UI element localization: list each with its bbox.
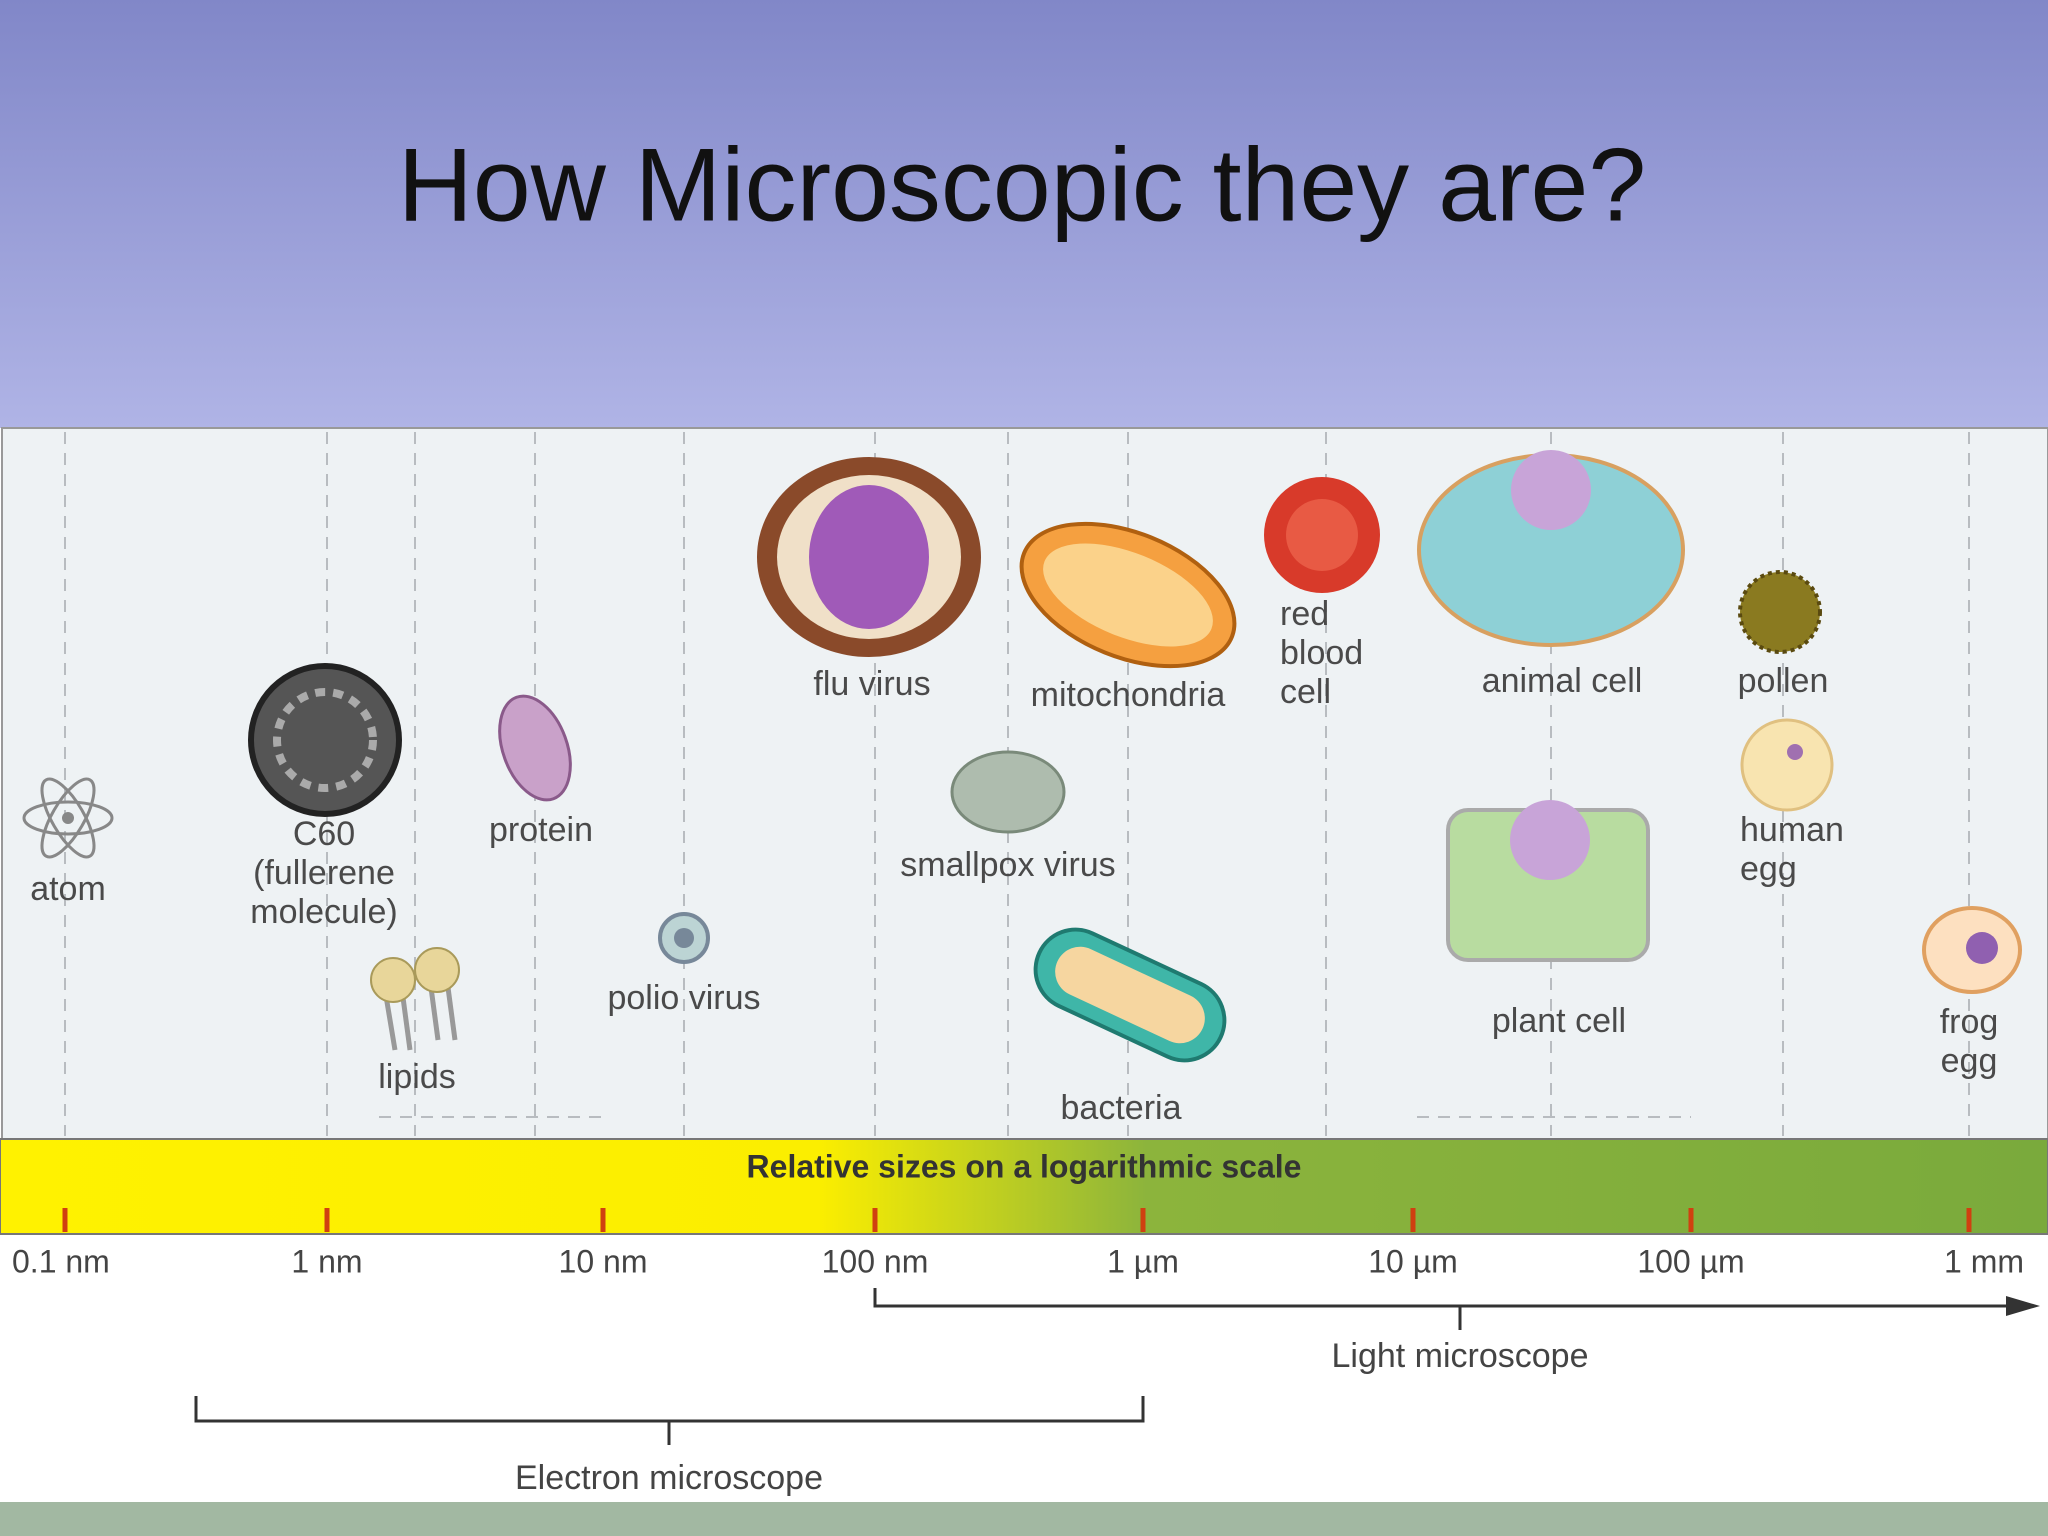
item-label: smallpox virus [900, 846, 1115, 884]
guide-lines [64, 432, 1970, 1136]
item-label: C60 [293, 815, 355, 853]
item-label: egg [1941, 1042, 1998, 1080]
item-label: frog [1940, 1003, 1999, 1041]
header-bg [0, 0, 2048, 430]
item-label: animal cell [1482, 662, 1643, 700]
tick-label: 10 µm [1368, 1243, 1458, 1279]
item-label: atom [30, 870, 106, 908]
item-label: protein [489, 811, 593, 849]
arrow-head [2006, 1296, 2040, 1316]
footer-strip [0, 1502, 2048, 1536]
item-label: red [1280, 595, 1329, 633]
item-label: egg [1740, 850, 1797, 888]
slide-title: How Microscopic they are? [398, 127, 1646, 243]
item-label: (fullerene [253, 854, 395, 892]
tick-label: 100 nm [822, 1243, 929, 1279]
item-label: cell [1280, 673, 1331, 711]
item-label: molecule) [250, 893, 397, 931]
tick-label: 0.1 nm [12, 1243, 110, 1279]
item-label: blood [1280, 634, 1363, 672]
item-label: pollen [1738, 662, 1829, 700]
microscope-brackets [194, 1288, 2010, 1445]
tick-label: 1 mm [1944, 1243, 2024, 1279]
light-microscope-label: Light microscope [1331, 1337, 1588, 1375]
item-label: polio virus [607, 979, 760, 1017]
electron-microscope-label: Electron microscope [515, 1459, 823, 1497]
item-label: mitochondria [1031, 676, 1226, 714]
item-label: flu virus [813, 665, 930, 703]
tick-label: 100 µm [1637, 1243, 1744, 1279]
icons [22, 450, 2022, 1063]
item-label: bacteria [1061, 1089, 1182, 1127]
tick-label: 1 nm [291, 1243, 362, 1279]
scale-label: Relative sizes on a logarithmic scale [747, 1148, 1302, 1184]
item-label: human [1740, 811, 1844, 849]
tick-label: 10 nm [559, 1243, 648, 1279]
tick-label: 1 µm [1107, 1243, 1179, 1279]
item-label: lipids [378, 1058, 455, 1096]
scale-band [0, 1138, 2048, 1235]
item-label: plant cell [1492, 1002, 1626, 1040]
